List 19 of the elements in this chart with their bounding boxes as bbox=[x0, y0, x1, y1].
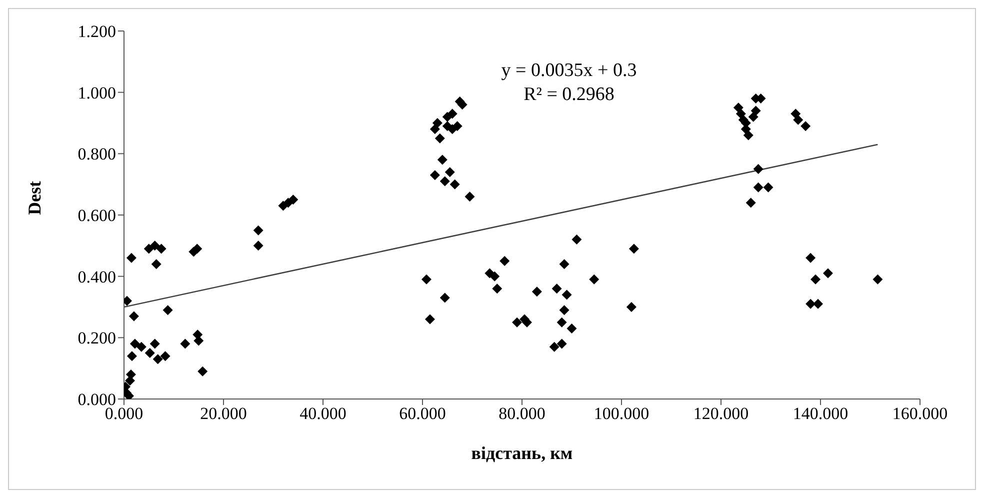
x-tick-label: 80.000 bbox=[498, 404, 546, 424]
x-tick-label: 120.000 bbox=[693, 404, 749, 424]
x-tick-label: 160.000 bbox=[892, 404, 948, 424]
x-axis-title: відстань, км bbox=[471, 443, 573, 463]
x-tick-label: 100.000 bbox=[594, 404, 650, 424]
y-tick-label: 0.200 bbox=[78, 328, 116, 348]
annotation: y = 0.0035x + 0.3 bbox=[501, 59, 637, 83]
y-tick-label: 1.000 bbox=[78, 83, 116, 102]
y-tick-label: 0.600 bbox=[78, 206, 116, 226]
x-tick-label: 140.000 bbox=[792, 404, 848, 424]
y-axis-title: Dest bbox=[24, 181, 44, 215]
x-tick-label: 20.000 bbox=[200, 404, 247, 424]
x-tick-label: 60.000 bbox=[399, 404, 446, 424]
y-tick-label: 0.400 bbox=[78, 267, 116, 286]
annotation: R² = 0.2968 bbox=[522, 83, 616, 107]
y-tick-label: 0.800 bbox=[78, 144, 116, 164]
y-tick-label: 1.200 bbox=[78, 22, 116, 42]
x-tick-label: 0.000 bbox=[104, 404, 144, 424]
x-tick-label: 40.000 bbox=[300, 404, 346, 424]
